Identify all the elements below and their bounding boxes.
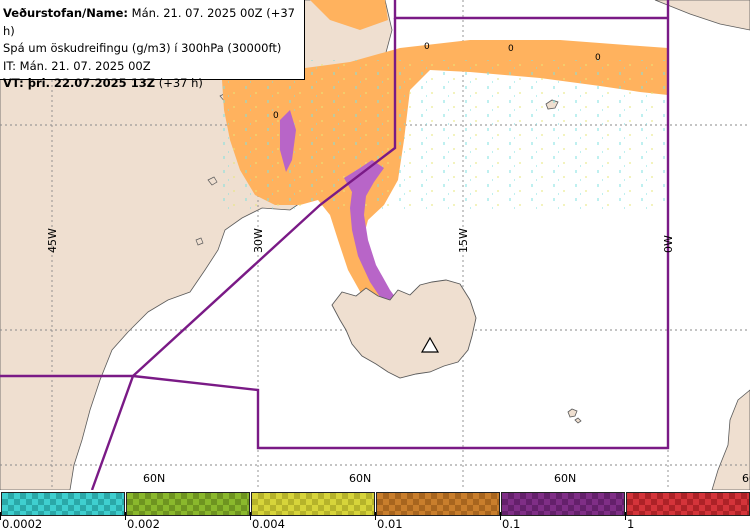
lat-label-3: 60N [554, 472, 576, 485]
ash-plume-low [222, 0, 668, 342]
lon-label-30w: 30W [252, 228, 265, 253]
lon-label-15w: 15W [457, 228, 470, 253]
legend-tick-label: 0.002 [127, 517, 160, 531]
concentration-legend: 0.0002 0.002 0.004 0.01 0.1 1 [0, 490, 750, 532]
contour-label-1: 0 [424, 42, 430, 52]
legend-tick-mark [0, 512, 1, 520]
legend-swatch-2 [126, 492, 250, 516]
lon-label-45w: 45W [46, 228, 59, 253]
info-line-issue-time: IT: Mán. 21. 07. 2025 00Z [3, 58, 151, 73]
contour-label-3: 0 [595, 53, 601, 63]
faroe-islands [567, 408, 582, 424]
legend-tick-mark [500, 512, 501, 520]
contour-label-4: 0 [273, 111, 279, 121]
info-line-valid-time: VT: þri. 22.07.2025 13Z (+37 h) [3, 76, 203, 91]
legend-tick-mark [625, 512, 626, 520]
legend-tick-mark [375, 512, 376, 520]
legend-swatch-6 [626, 492, 750, 516]
contour-labels: 0 0 0 0 [273, 42, 601, 121]
lat-label-2: 60N [349, 472, 371, 485]
legend-swatch-4 [376, 492, 500, 516]
iceland-land [331, 279, 477, 379]
lon-label-0w: 0W [662, 235, 675, 253]
longitude-labels: 45W 30W 15W 0W [46, 228, 675, 253]
legend-swatch-5 [501, 492, 625, 516]
legend-tick-label: 0.01 [377, 517, 403, 531]
ash-forecast-map: 45W 30W 15W 0W 60N 60N 60N 60N 0 0 0 0 [0, 0, 750, 490]
info-line-issuer: Veðurstofan/Name: Mán. 21. 07. 2025 00Z … [3, 6, 295, 38]
info-line-description: Spá um öskudreifingu (g/m3) í 300hPa (30… [3, 41, 282, 56]
coast-top-right [654, 0, 750, 31]
forecast-region-boundary [0, 0, 670, 490]
legend-tick-label: 0.1 [502, 517, 521, 531]
legend-tick-label: 0.004 [252, 517, 285, 531]
legend-swatch-3 [251, 492, 375, 516]
volcano-marker [420, 336, 440, 353]
lat-label-4: 60N [742, 472, 750, 485]
legend-tick-label: 1 [627, 517, 635, 531]
legend-tick-mark [125, 512, 126, 520]
legend-tick-label: 0.0002 [2, 517, 43, 531]
latitude-labels: 60N 60N 60N 60N [143, 472, 750, 485]
lat-label-1: 60N [143, 472, 165, 485]
legend-swatch-1 [1, 492, 125, 516]
contour-label-2: 0 [508, 44, 514, 54]
forecast-info-box: Veðurstofan/Name: Mán. 21. 07. 2025 00Z … [0, 0, 305, 90]
legend-tick-mark [250, 512, 251, 520]
